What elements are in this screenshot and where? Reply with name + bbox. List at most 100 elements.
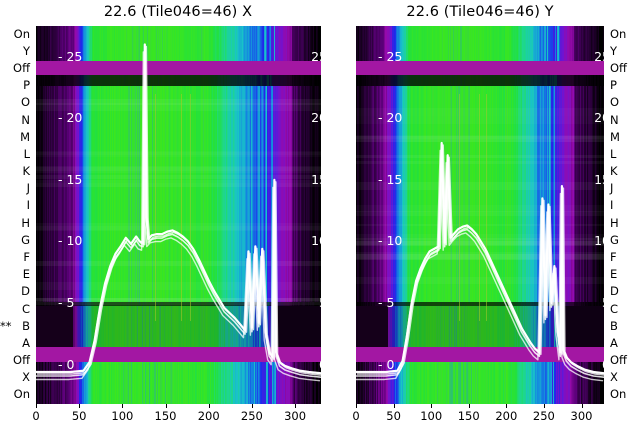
x-tick-label: 300 [570,409,593,423]
x-tick-mark [36,404,37,408]
heatmap-marker-line [486,94,488,321]
category-label-f-13: F [23,250,30,264]
category-axis-left: On Y Off P O N M L K J I H G F E D C B ** A Off X On [0,26,34,404]
category-label-on-0: On [610,26,627,41]
x-axis-left: 0 50 100 150 200 250 300 [32,404,321,440]
heatmap-band-row [36,301,321,306]
category-label-off-2: Off [610,61,627,75]
x-tick-mark [122,404,124,408]
heatmap-panel-y[interactable]: - 2525- 2020- 1515- 1010- 55- 00 [356,26,604,404]
category-label-m-6: M [610,129,620,144]
category-label-i-10: I [26,198,30,213]
category-label-e-14: E [610,267,618,282]
category-label-o-4: O [20,95,30,110]
heatmap-band-row [36,26,321,61]
x-tick-label: 150 [154,409,177,423]
category-label-g-12: G [21,232,30,247]
x-tick-mark [165,404,167,408]
heatmap-gutter [356,305,389,347]
heatmap-row-texture [36,297,321,305]
heatmap-separator-band [36,346,321,362]
category-label-l-7: L [610,146,617,161]
heatmap-separator-band [356,60,604,76]
x-tick-mark [295,404,297,408]
heatmap-gutter [564,305,604,347]
heatmap-row-texture [356,136,604,143]
x-tick-mark [208,404,210,408]
overlay-trace-y [356,26,604,404]
x-tick-label: 100 [420,409,443,423]
x-tick-mark [468,404,470,408]
x-tick-mark [393,404,395,408]
category-label-h-11: H [21,215,30,230]
heatmap-separator-band [356,346,604,362]
category-label-g-12: G [610,232,619,247]
category-label-a-18: A [22,335,30,350]
heatmap-row-texture [356,160,604,164]
x-tick-label: 200 [197,409,220,423]
heatmap-row-texture [356,182,604,191]
category-label-b-17: B [22,318,30,333]
overlay-trace-x [36,26,321,404]
panel-title-left: 22.6 (Tile046=46) X [103,4,253,20]
heatmap-gutter [275,305,321,347]
x-tick-mark [431,404,433,408]
heatmap-row-texture [36,261,321,267]
heatmap-row-texture [36,103,321,111]
category-label-m-6: M [20,129,30,144]
x-tick-label: 150 [457,409,480,423]
heatmap-separator-band [36,60,321,76]
category-label-j-9: J [610,181,614,196]
category-axis-right: On Y Off P O N M L K J I H G F E D C B A Off X On [606,26,640,404]
category-label-e-14: E [22,267,30,282]
x-tick-label: 50 [71,409,87,423]
trace-path [36,45,321,376]
x-tick-mark [543,404,545,408]
category-label-d-15: D [610,284,619,299]
heatmap-band-row [36,75,321,87]
x-tick-label: 250 [532,409,555,423]
heatmap-row-texture [36,298,321,301]
x-tick-mark [506,404,508,408]
x-tick-label: 250 [240,409,263,423]
heatmap-marker-line [478,94,480,321]
x-tick-label: 200 [495,409,518,423]
heatmap-marker-line [154,94,156,321]
category-label-o-4: O [610,95,620,110]
category-label-n-5: N [21,112,30,127]
heatmap-band-row [356,26,604,61]
category-label-c-16: C [21,301,30,316]
heatmap-row-texture [356,211,604,216]
heatmap-row-texture [36,98,321,105]
category-label-x-20: X [22,370,30,385]
x-tick-mark [79,404,81,408]
x-tick-label: 100 [111,409,134,423]
x-axis-right: 0 50 100 150 200 250 300 [352,404,604,440]
heatmap-marker-line [458,94,460,321]
heatmap-row-texture [356,253,604,260]
trace-path [356,144,604,376]
category-label-off-2: Off [13,61,30,75]
category-label-on-21: On [13,387,30,402]
category-label-d-15: D [21,284,30,299]
category-label-i-10: I [610,198,614,213]
category-label-on-21: On [610,387,627,402]
trace-path [356,146,604,379]
heatmap-band-row [356,75,604,87]
trace-path [356,141,604,375]
category-label-l-7: L [23,146,30,161]
category-label-c-16: C [610,301,619,316]
category-label-f-13: F [610,250,617,264]
category-label-x-20: X [610,370,618,385]
heatmap-row-texture [36,174,321,180]
heatmap-row-texture [356,223,604,226]
category-label-n-5: N [610,112,619,127]
heatmap-row-texture [356,155,604,159]
category-label-y-1: Y [22,43,30,58]
category-label-b-17: B [610,318,618,333]
category-label-off-19: Off [13,353,30,367]
heatmap-row-texture [36,183,321,187]
x-tick-label: 0 [352,409,360,423]
heatmap-panel-x[interactable]: - 2525- 2020- 1515- 1010- 55- 00 [36,26,321,404]
